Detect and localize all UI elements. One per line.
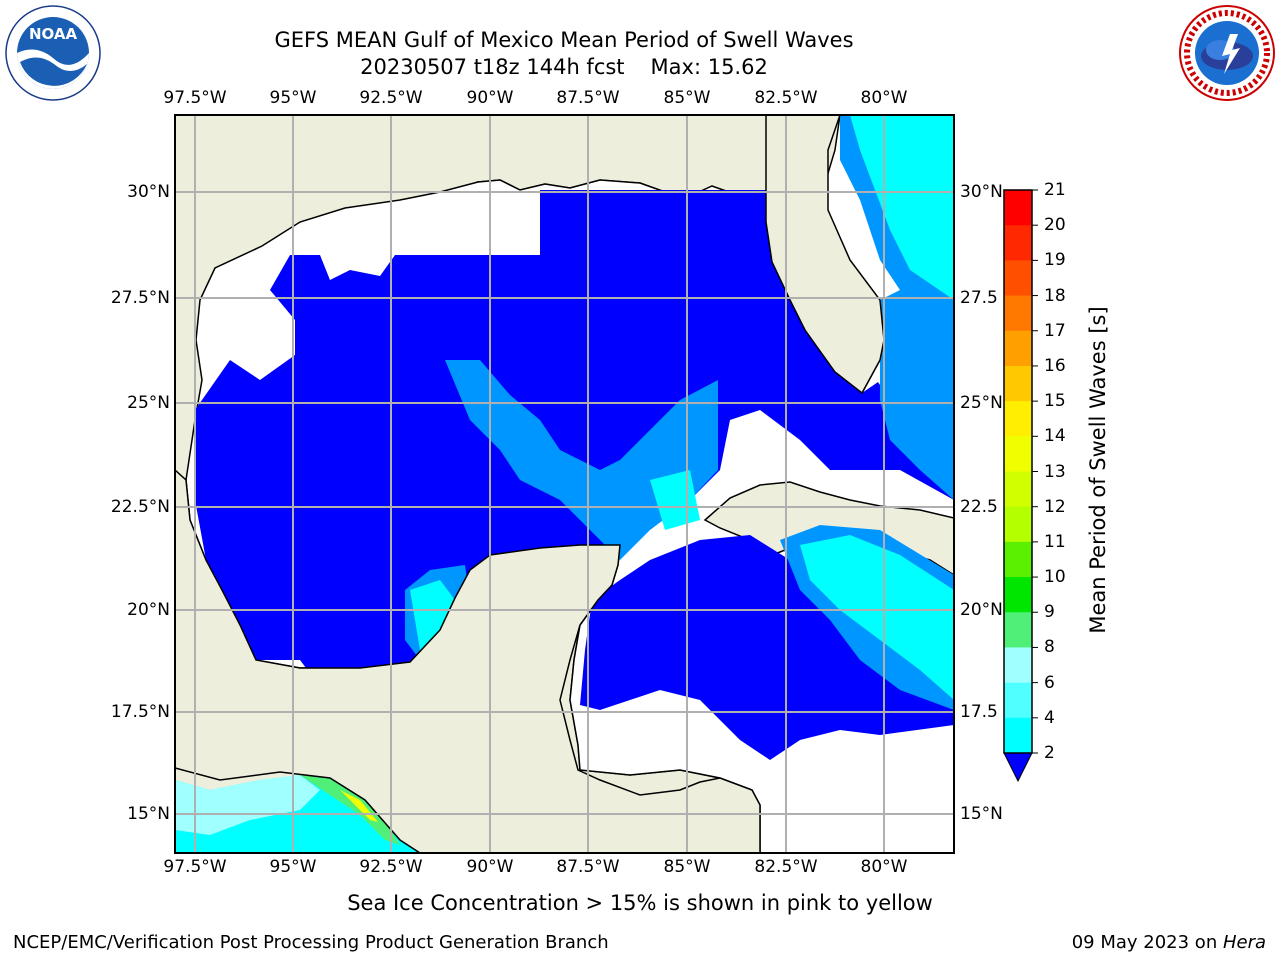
colorbar-tick-label: 18 (1044, 285, 1066, 306)
colorbar-tick-label: 20 (1044, 215, 1066, 236)
colorbar-segment (1004, 682, 1032, 719)
pacific-swell-green (300, 775, 400, 845)
bottom-lon-label: 82.5°W (754, 857, 818, 877)
swell-region-mid-3 (880, 260, 954, 500)
colorbar-label: Mean Period of Swell Waves [s] (1086, 306, 1110, 634)
colorbar-segment (1004, 541, 1032, 578)
swell-region-caribbean-low (580, 535, 954, 760)
map-frame (174, 114, 955, 854)
footer-date: 09 May 2023 on Hera (1072, 932, 1266, 953)
right-lat-label: 27.5 (960, 288, 998, 308)
colorbar-extend-arrow (1003, 752, 1033, 783)
colorbar-segment (1004, 506, 1032, 543)
footer-date-text: 09 May 2023 on (1071, 932, 1223, 953)
footer-credit: NCEP/EMC/Verification Post Processing Pr… (13, 932, 609, 953)
bottom-lon-label: 85°W (663, 857, 711, 877)
colorbar (1003, 189, 1038, 783)
colorbar-tick-label: 17 (1044, 320, 1066, 341)
colorbar-segment (1004, 330, 1032, 367)
left-lat-label: 20°N (127, 600, 170, 620)
colorbar-tick-label: 13 (1044, 461, 1066, 482)
colorbar-segment (1004, 471, 1032, 508)
map-subtitle: 20230507 t18z 144h fcst Max: 15.62 (0, 55, 1128, 79)
ice-note: Sea Ice Concentration > 15% is shown in … (347, 891, 933, 915)
swell-region-mid (445, 360, 718, 560)
left-lat-label: 17.5°N (110, 702, 170, 722)
colorbar-segment (1004, 717, 1032, 754)
colorbar-tick-label: 14 (1044, 426, 1066, 447)
colorbar-segment (1004, 260, 1032, 297)
svg-text:NOAA: NOAA (29, 25, 78, 43)
top-lon-label: 80°W (860, 88, 908, 108)
colorbar-segment (1004, 612, 1032, 648)
right-lat-label: 15°N (960, 804, 1003, 824)
swell-region-high (850, 115, 954, 300)
left-lat-label: 15°N (127, 804, 170, 824)
swell-region-high-3 (410, 580, 455, 650)
colorbar-tick-label: 2 (1044, 743, 1055, 763)
colorbar-segment (1004, 225, 1032, 261)
right-lat-label: 22.5 (960, 497, 998, 517)
bottom-lon-label: 97.5°W (163, 857, 227, 877)
bottom-lon-label: 80°W (860, 857, 908, 877)
bottom-lon-label: 87.5°W (556, 857, 620, 877)
right-lat-label: 25°N (960, 393, 1003, 413)
top-lon-label: 82.5°W (754, 88, 818, 108)
colorbar-segment (1004, 190, 1032, 226)
pacific-swell-light (175, 775, 320, 835)
left-lat-label: 22.5°N (110, 497, 170, 517)
forecast-time: 20230507 t18z 144h fcst (360, 55, 625, 79)
colorbar-segment (1004, 436, 1032, 472)
top-lon-label: 85°W (663, 88, 711, 108)
swell-region-high-2 (800, 535, 954, 700)
right-lat-label: 17.5 (960, 702, 998, 722)
colorbar-tick-label: 12 (1044, 496, 1066, 517)
top-lon-label: 92.5°W (359, 88, 423, 108)
footer-host: Hera (1222, 932, 1266, 953)
colorbar-segment (1004, 647, 1032, 684)
colorbar-segment (1004, 365, 1032, 402)
top-lon-label: 95°W (269, 88, 317, 108)
central-america-land (175, 468, 761, 853)
right-lat-label: 20°N (960, 600, 1003, 620)
left-lat-label: 27.5°N (110, 288, 170, 308)
colorbar-tick-label: 15 (1044, 391, 1066, 412)
top-lon-label: 90°W (466, 88, 514, 108)
right-lat-label: 30°N (960, 182, 1003, 202)
colorbar-tick-label: 9 (1044, 602, 1055, 623)
colorbar-tick-label: 8 (1044, 637, 1055, 658)
noaa-logo: NOAA (5, 5, 101, 101)
top-lon-label: 87.5°W (556, 88, 620, 108)
top-lon-label: 97.5°W (163, 88, 227, 108)
map-title: GEFS MEAN Gulf of Mexico Mean Period of … (274, 28, 854, 52)
florida-land (765, 115, 885, 395)
gridlines (175, 115, 954, 853)
colorbar-tick-label: 4 (1044, 707, 1055, 728)
colorbar-tick-label: 11 (1044, 531, 1066, 552)
colorbar-tick-label: 21 (1044, 180, 1066, 200)
colorbar-tick-label: 10 (1044, 567, 1066, 588)
colorbar-segment (1004, 401, 1032, 437)
swell-region-low (195, 190, 954, 680)
colorbar-tick-label: 19 (1044, 250, 1066, 271)
colorbar-segment (1004, 577, 1032, 613)
bottom-lon-label: 92.5°W (359, 857, 423, 877)
left-lat-label: 30°N (127, 182, 170, 202)
left-lat-label: 25°N (127, 393, 170, 413)
colorbar-tick-label: 6 (1044, 672, 1055, 693)
nws-logo (1179, 5, 1275, 101)
max-value: Max: 15.62 (650, 55, 768, 79)
colorbar-tick-label: 16 (1044, 355, 1066, 376)
bottom-lon-label: 95°W (269, 857, 317, 877)
colorbar-segment (1004, 295, 1032, 332)
bottom-lon-label: 90°W (466, 857, 514, 877)
